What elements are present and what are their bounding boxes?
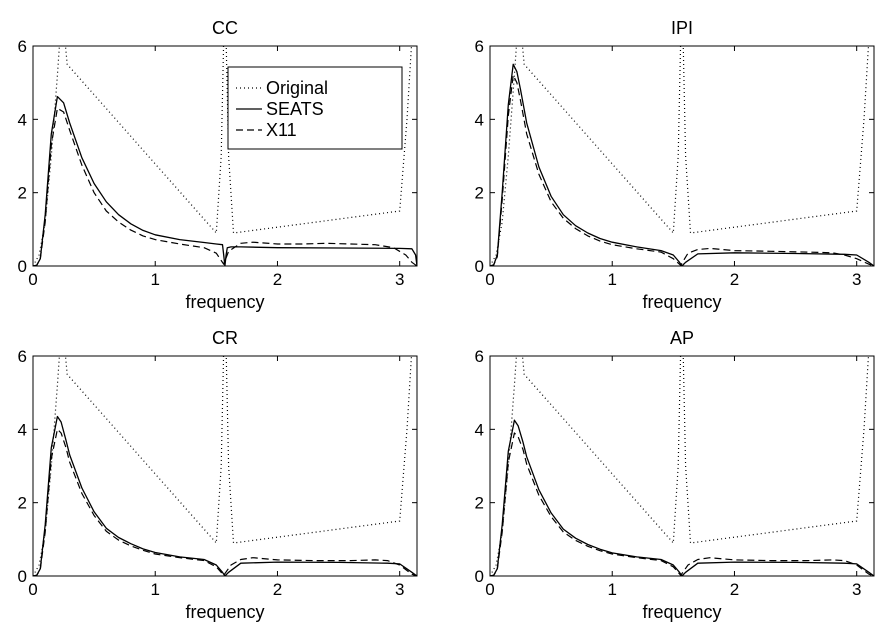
panel-ipi-lines: [490, 46, 874, 266]
panel-cc-ytick-label: 4: [18, 110, 27, 129]
panel-cc-series-seats: [33, 95, 417, 266]
panel-ipi-series-original: [490, 46, 870, 266]
panel-cr-series-x11: [33, 428, 417, 576]
legend-original-label: Original: [266, 78, 328, 98]
panel-ipi-xlabel: frequency: [642, 292, 721, 312]
panel-cr-xtick-label: 1: [150, 580, 159, 599]
panel-cr-xtick-label: 2: [273, 580, 282, 599]
panel-cc-lines: [33, 46, 417, 266]
legend-seats-label: SEATS: [266, 99, 324, 119]
panel-ipi-xtick-label: 1: [607, 270, 616, 289]
panel-cr-xlabel: frequency: [185, 602, 264, 622]
panel-ap-ytick-label: 6: [475, 347, 484, 366]
panel-cr-xtick-label: 3: [395, 580, 404, 599]
panel-cr-ytick-label: 6: [18, 347, 27, 366]
legend-box: [227, 66, 403, 150]
panel-ipi-xticks: 0 1 2 3: [485, 46, 861, 289]
panel-ipi-xtick-label: 2: [730, 270, 739, 289]
panel-ipi-yticks: 0 2 4 6: [475, 37, 874, 276]
panel-ap-ytick-label: 4: [475, 420, 484, 439]
panel-cc-xtick-label: 1: [150, 270, 159, 289]
panel-cc-series-original: [33, 46, 413, 266]
panel-cc-ytick-label: 2: [18, 184, 27, 203]
panel-cr-xticks: 0 1 2 3: [28, 356, 404, 599]
panel-cr-series-seats: [33, 415, 417, 576]
panel-cr-lines: [33, 356, 417, 576]
panel-ipi-title: IPI: [671, 18, 693, 38]
panel-ap-xtick-label: 1: [607, 580, 616, 599]
panel-cc-xtick-label: 2: [273, 270, 282, 289]
panel-cr-ytick-label: 4: [18, 420, 27, 439]
panel-ap-yticks: 0 2 4 6: [475, 347, 874, 586]
legend-x11-label: X11: [266, 120, 297, 140]
panel-cr-title: CR: [212, 328, 238, 348]
panel-ipi-ytick-label: 0: [475, 257, 484, 276]
panel-ipi-xtick-label: 3: [852, 270, 861, 289]
panel-ap-series-x11: [490, 432, 874, 576]
panel-ap-ytick-label: 2: [475, 494, 484, 513]
panel-ap-xtick-label: 2: [730, 580, 739, 599]
panel-cr-ytick-label: 0: [18, 567, 27, 586]
panel-cc: CC 0 2 4 6 0 1 2 3 frequency Original SEATS X1…: [18, 18, 418, 312]
panel-cr-xtick-label: 0: [28, 580, 37, 599]
panel-cc-ytick-label: 0: [18, 257, 27, 276]
panel-cc-ytick-label: 6: [18, 37, 27, 56]
legend: Original SEATS X11: [227, 66, 403, 150]
panel-cr-series-original: [33, 356, 413, 576]
panel-cr-ytick-label: 2: [18, 494, 27, 513]
panel-ipi-ytick-label: 6: [475, 37, 484, 56]
panel-ap-frame: [489, 355, 875, 577]
panel-ap-xticks: 0 1 2 3: [485, 356, 861, 599]
panel-cr-frame: [32, 355, 418, 577]
panel-ipi-frame: [489, 45, 875, 267]
panel-ap-series-seats: [490, 419, 874, 576]
panel-ap-lines: [490, 356, 874, 576]
panel-cc-title: CC: [212, 18, 238, 38]
panel-ap-title: AP: [670, 328, 694, 348]
panel-ipi-ytick-label: 2: [475, 184, 484, 203]
panel-ipi: IPI 0 2 4 6 0 1 2 3 frequency: [475, 18, 875, 312]
panel-ipi-xtick-label: 0: [485, 270, 494, 289]
panel-cc-xticks: 0 1 2 3: [28, 46, 404, 289]
panel-cc-series-x11: [33, 107, 417, 266]
panel-cc-xlabel: frequency: [185, 292, 264, 312]
panel-cr: CR 0 2 4 6 0 1 2 3 frequency: [18, 328, 418, 622]
panel-ipi-series-seats: [490, 63, 874, 266]
panel-ipi-series-x11: [490, 74, 874, 266]
panel-ap-xlabel: frequency: [642, 602, 721, 622]
panel-ap: AP 0 2 4 6 0 1 2 3 frequency: [475, 328, 875, 622]
panel-ipi-ytick-label: 4: [475, 110, 484, 129]
panel-ap-series-original: [490, 356, 870, 576]
panel-ap-xtick-label: 3: [852, 580, 861, 599]
panel-cc-xtick-label: 3: [395, 270, 404, 289]
panel-ap-ytick-label: 0: [475, 567, 484, 586]
panel-cr-yticks: 0 2 4 6: [18, 347, 417, 586]
panel-ap-xtick-label: 0: [485, 580, 494, 599]
panel-cc-yticks: 0 2 4 6: [18, 37, 417, 276]
panel-cc-xtick-label: 0: [28, 270, 37, 289]
